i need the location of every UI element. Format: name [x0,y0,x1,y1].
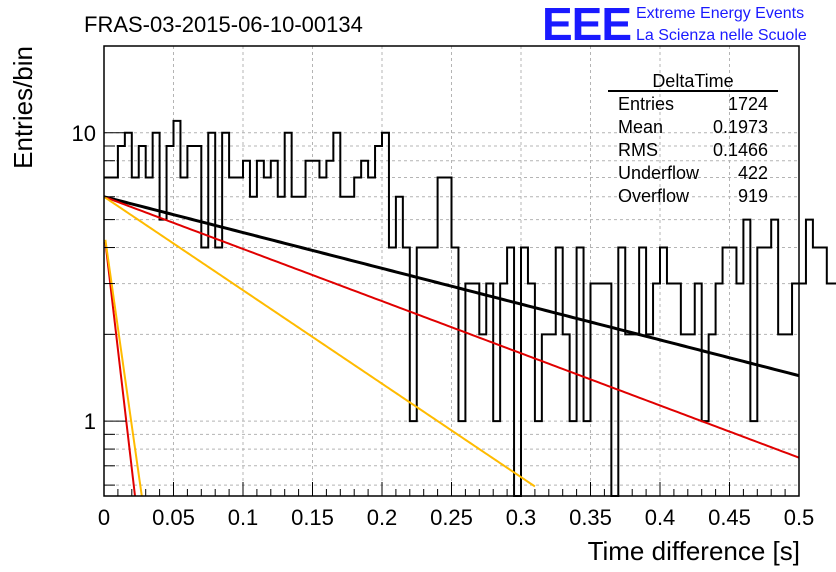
brand-line1: Extreme Energy Events [636,5,804,22]
y-tick-label-1: 10 [72,121,96,146]
fit-curves [103,195,800,497]
stats-box: DeltaTime Entries 1724 Mean 0.1973 RMS 0… [608,71,778,206]
fit-curve-4 [104,239,143,497]
y-tick-label-0: 1 [84,409,96,434]
x-tick-label-0: 0 [98,505,110,530]
stats-mean-value: 0.1973 [713,117,768,137]
x-tick-label-9: 0.45 [708,505,751,530]
x-tick-label-3: 0.15 [291,505,334,530]
grid [104,46,799,496]
stats-underflow-label: Underflow [618,163,700,183]
x-tick-label-6: 0.3 [506,505,537,530]
x-tick-label-4: 0.2 [367,505,398,530]
x-tick-label-5: 0.25 [430,505,473,530]
stats-overflow-label: Overflow [618,186,690,206]
x-tick-label-7: 0.35 [569,505,612,530]
stats-title: DeltaTime [652,71,733,91]
chart-title: FRAS-03-2015-06-10-00134 [84,12,363,37]
histogram-series [104,119,836,497]
stats-entries-label: Entries [618,94,674,114]
histogram-line [104,119,836,497]
stats-overflow-value: 919 [738,186,768,206]
stats-entries-value: 1724 [728,94,768,114]
fit-curve-0 [103,195,800,378]
x-tick-label-10: 0.5 [784,505,815,530]
x-tick-label-1: 0.05 [152,505,195,530]
fit-curve-1 [103,195,800,459]
fit-curve-2 [103,195,536,488]
stats-mean-label: Mean [618,117,663,137]
y-axis-label: Entries/bin [8,46,38,169]
brand-logo: EEE [542,0,631,50]
stats-rms-value: 0.1466 [713,140,768,160]
axis-ticks: 0 0.05 0.1 0.15 0.2 0.25 0.3 0.35 0.4 0.45 0.5 1 10 [72,121,815,530]
brand-line2: La Scienza nelle Scuole [636,27,807,44]
fit-curve-3 [104,241,137,497]
x-tick-label-2: 0.1 [228,505,259,530]
x-axis-label: Time difference [s] [588,536,800,566]
stats-rms-label: RMS [618,140,658,160]
brand-block: EEE Extreme Energy Events La Scienza nel… [542,0,807,50]
stats-underflow-value: 422 [738,163,768,183]
x-tick-label-8: 0.4 [645,505,676,530]
